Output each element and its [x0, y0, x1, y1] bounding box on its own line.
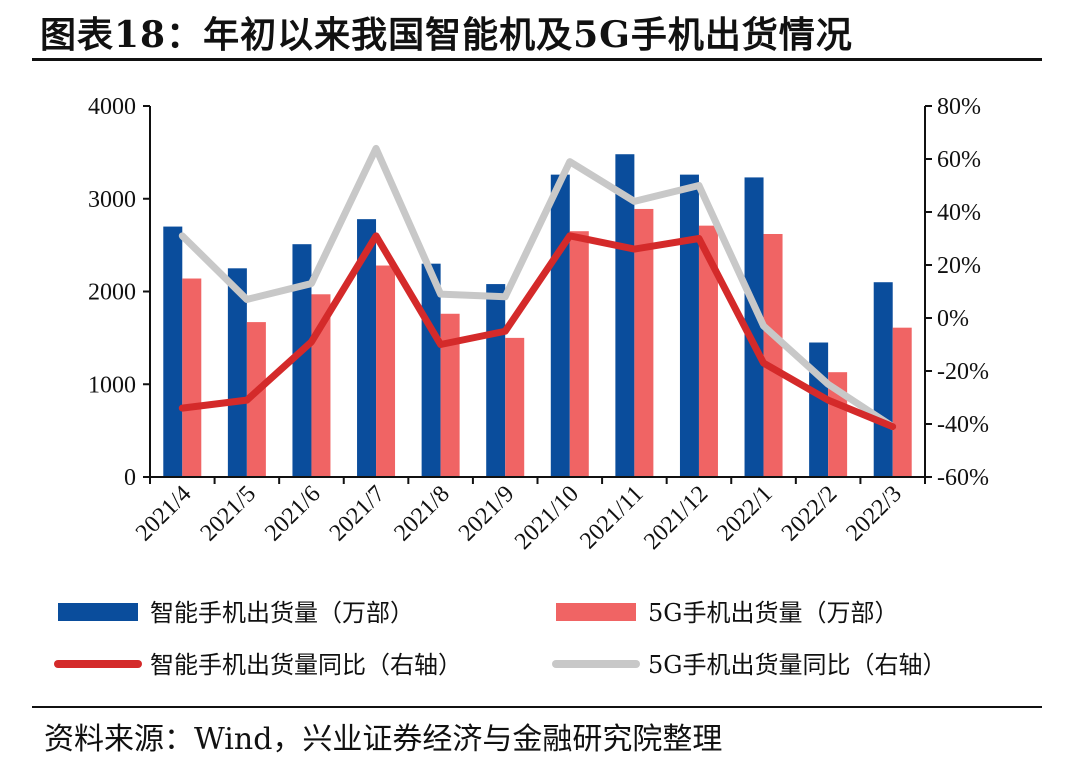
smartphone-shipment-bar — [163, 226, 183, 477]
legend-smartphone-yoy-label: 智能手机出货量同比（右轴） — [150, 651, 462, 679]
smartphone-yoy-line — [178, 232, 897, 431]
g5-shipment-bar — [698, 225, 718, 477]
smartphone-shipment-bar — [227, 268, 247, 477]
right-axis-tick-label: 20% — [937, 253, 981, 279]
legend: 智能手机出货量（万部） 5G手机出货量（万部） 智能手机出货量同比（右轴） 5G手机出… — [54, 599, 946, 679]
bars-layer — [163, 154, 912, 478]
g5-shipment-bar — [569, 231, 589, 477]
smartphone-shipment-bar — [615, 154, 635, 478]
smartphone-shipment-bar — [744, 177, 764, 478]
right-axis-tick-label: 40% — [937, 200, 981, 226]
smartphone-shipment-bar — [292, 244, 312, 477]
x-axis-category-label: 2021/12 — [639, 481, 713, 555]
x-axis-category-label: 2021/6 — [260, 481, 326, 547]
legend-g5-yoy-label: 5G手机出货量同比（右轴） — [648, 651, 946, 679]
x-axis-category-label: 2022/3 — [841, 481, 907, 547]
x-axis-category-label: 2021/7 — [325, 481, 391, 547]
source-note: 资料来源：Wind，兴业证券经济与金融研究院整理 — [44, 722, 723, 757]
left-axis-tick-label: 3000 — [88, 187, 136, 213]
x-axis-category-label: 2021/4 — [131, 481, 197, 547]
right-axis-tick-label: 60% — [937, 147, 981, 173]
g5-shipment-bar — [892, 327, 912, 477]
right-axis-tick-label: -60% — [937, 465, 989, 491]
left-axis-tick-label: 0 — [124, 465, 136, 491]
x-axis-category-label: 2021/5 — [196, 481, 262, 547]
g5-yoy-line — [178, 144, 897, 431]
right-axis-tick-label: -20% — [937, 359, 989, 385]
smartphone-shipment-bar — [679, 174, 699, 477]
g5-shipment-bar — [763, 233, 783, 477]
x-axis-category-label: 2021/11 — [575, 481, 648, 554]
right-axis-tick-label: -40% — [937, 412, 989, 438]
smartphone-shipment-bar — [486, 284, 506, 477]
legend-g5-shipment-label: 5G手机出货量（万部） — [648, 599, 898, 627]
x-axis-category-label: 2021/8 — [389, 481, 455, 547]
left-axis-tick-label: 1000 — [88, 372, 136, 398]
axes-layer: 0 1000 2000 3000 4000 -60% -40% -20% 0% 20% 40% 60%… — [88, 94, 989, 555]
g5-shipment-bar — [182, 278, 202, 477]
g5-shipment-bar — [634, 208, 654, 477]
g5-shipment-bar — [376, 265, 396, 477]
g5-shipment-bar — [246, 322, 266, 477]
smartphone-shipment-bar — [357, 219, 377, 477]
chart-area: 0 1000 2000 3000 4000 -60% -40% -20% 0% 20% 40% 60%… — [54, 94, 989, 679]
title-divider — [32, 58, 1042, 61]
legend-smartphone-shipment-swatch — [58, 603, 138, 621]
legend-g5-shipment-swatch — [556, 603, 636, 621]
x-axis-category-label: 2022/1 — [712, 481, 778, 547]
g5-shipment-bar — [505, 337, 525, 477]
lines-layer — [178, 144, 897, 431]
right-axis-tick-label: 0% — [937, 306, 969, 332]
left-axis-tick-label: 4000 — [88, 94, 136, 120]
chart-title: 图表18：年初以来我国智能机及5G手机出货情况 — [40, 14, 853, 56]
right-axis-tick-label: 80% — [937, 94, 981, 120]
smartphone-shipment-bar — [873, 282, 893, 477]
g5-shipment-bar — [440, 313, 460, 477]
source-divider — [32, 706, 1042, 708]
x-axis-category-label: 2021/10 — [510, 481, 584, 555]
left-axis-tick-label: 2000 — [88, 280, 136, 306]
smartphone-shipment-bar — [809, 342, 829, 477]
legend-smartphone-shipment-label: 智能手机出货量（万部） — [150, 599, 414, 627]
smartphone-shipment-bar — [550, 174, 570, 477]
x-axis-category-label: 2022/2 — [777, 481, 843, 547]
